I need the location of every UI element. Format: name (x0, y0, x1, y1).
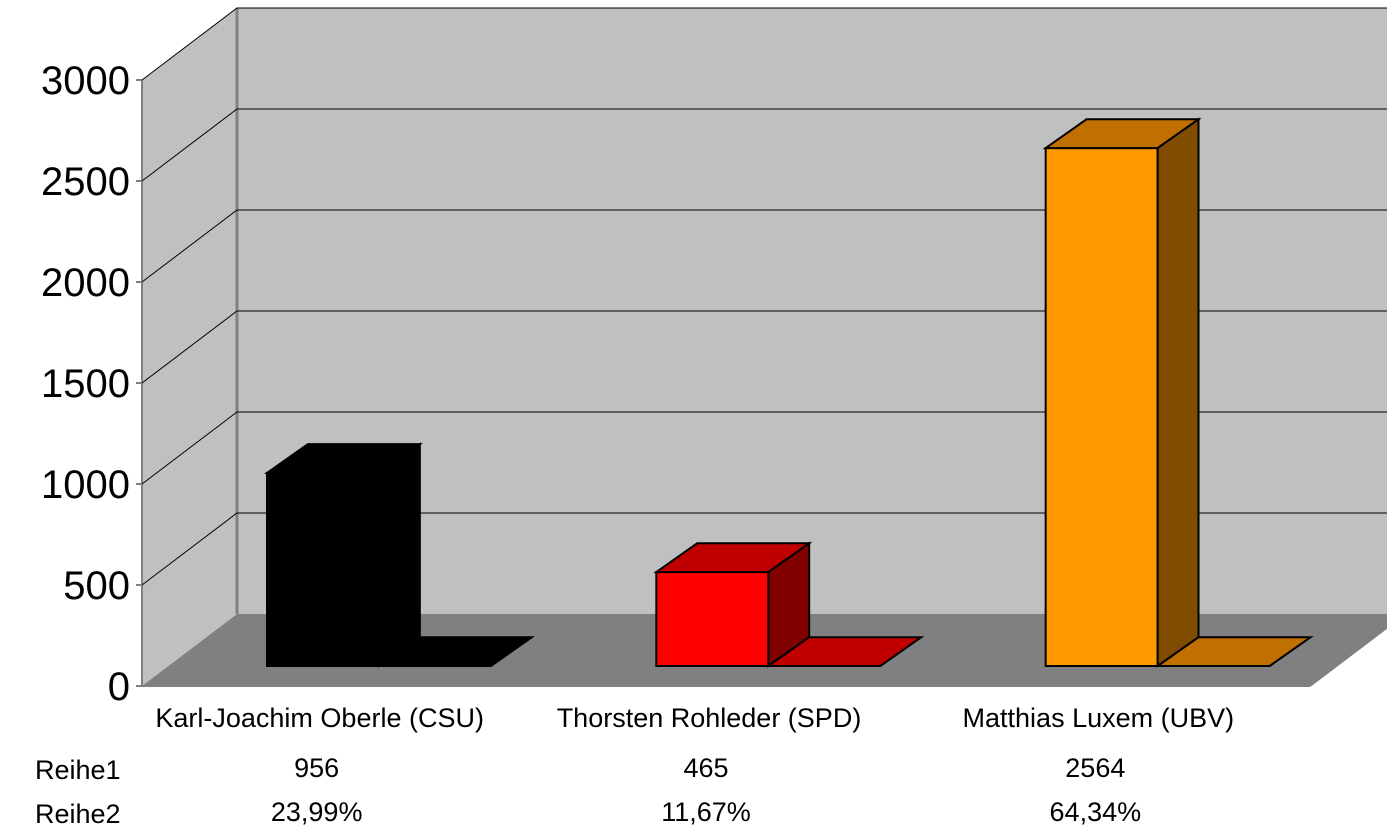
bar-side (378, 442, 421, 668)
bars (263, 117, 1314, 668)
table-cell: 23,99% (271, 797, 363, 827)
gridline (141, 310, 1387, 384)
table-cell: 2564 (1065, 753, 1125, 783)
y-tick-label: 2000 (41, 261, 130, 305)
gridline (141, 411, 1387, 485)
floor-edge (1309, 626, 1387, 687)
gridline (141, 108, 1387, 182)
y-tick-label: 0 (108, 665, 130, 709)
bar-front (266, 471, 380, 667)
y-tick-label: 500 (63, 564, 130, 608)
table-cell: 64,34% (1050, 797, 1142, 827)
gridline (141, 512, 1387, 586)
bar-front (1044, 147, 1159, 667)
table-cell: 956 (294, 753, 339, 783)
y-tick-label: 3000 (41, 59, 130, 103)
y-axis-ticks: 0 500 1000 1500 2000 2500 3000 (41, 59, 142, 709)
table-row-label: Reihe2 (35, 799, 121, 829)
gridlines (141, 7, 1387, 586)
x-category-label: Matthias Luxem (UBV) (963, 703, 1235, 733)
gridline (141, 7, 1387, 81)
x-category-label: Karl-Joachim Oberle (CSU) (155, 703, 484, 733)
bar-series2-top (375, 636, 536, 667)
bar-series2-top (1154, 636, 1314, 667)
table-cell: 11,67% (661, 797, 751, 827)
x-axis-labels: Karl-Joachim Oberle (CSU) Thorsten Rohled… (155, 703, 1234, 733)
bar-front (655, 571, 770, 668)
y-tick-label: 1500 (41, 362, 130, 406)
gridline (141, 209, 1387, 283)
x-category-label: Thorsten Rohleder (SPD) (557, 703, 862, 733)
y-tick-label: 2500 (41, 160, 130, 204)
y-tick-label: 1000 (41, 463, 130, 507)
table-cell: 465 (683, 753, 728, 783)
bar-side (1156, 117, 1200, 668)
table-row-label: Reihe1 (35, 755, 121, 785)
bar-series2-top (765, 636, 925, 667)
data-table: Reihe1 956 465 2564 Reihe2 23,99% 11,67% 64,34% (35, 753, 1141, 829)
